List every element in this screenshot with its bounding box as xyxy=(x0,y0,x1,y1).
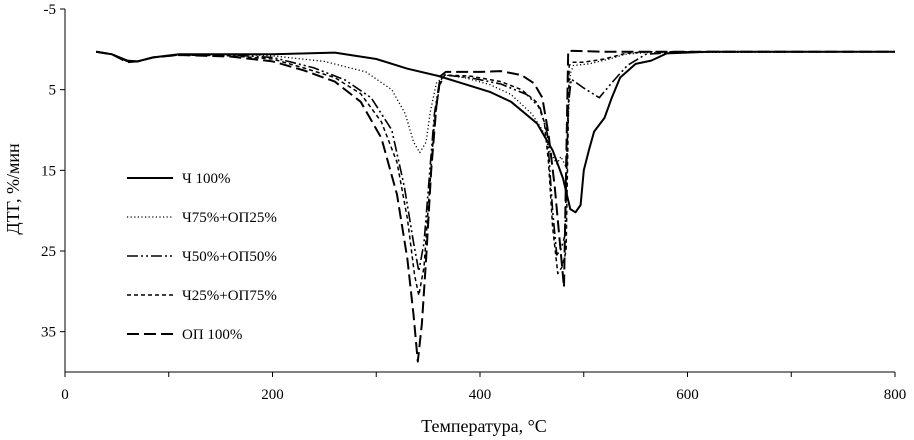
y-tick-label: 15 xyxy=(41,163,56,179)
legend-label-2: Ч75%+ОП25% xyxy=(182,210,277,226)
legend-label-3: Ч50%+ОП50% xyxy=(182,249,277,265)
x-tick-label: 0 xyxy=(61,387,69,403)
legend-label-1: Ч 100% xyxy=(182,171,231,187)
series-line-5 xyxy=(95,49,895,363)
legend-label-5: ОП 100% xyxy=(182,327,242,343)
x-tick-label: 400 xyxy=(469,387,492,403)
y-axis-title: ДТГ, %/мин xyxy=(3,143,23,235)
axes: -5 5 15 25 35 0 200 400 600 800 xyxy=(41,2,906,403)
legend-label-4: Ч25%+ОП75% xyxy=(182,288,277,304)
y-tick-label: -5 xyxy=(44,2,57,18)
series-line-2 xyxy=(96,51,896,168)
series-line-3 xyxy=(95,51,895,272)
series-layer xyxy=(95,49,896,363)
x-axis-title: Температура, °C xyxy=(421,416,547,436)
series-line-1 xyxy=(95,50,895,214)
y-tick-label: 35 xyxy=(41,325,56,341)
x-tick-label: 200 xyxy=(261,387,284,403)
x-tick-label: 800 xyxy=(884,387,907,403)
y-tick-label: 25 xyxy=(41,244,56,260)
legend: Ч 100% Ч75%+ОП25% Ч50%+ОП50% Ч25%+ОП75% ОП 1… xyxy=(127,171,277,343)
y-tick-label: 5 xyxy=(49,83,57,99)
x-tick-label: 600 xyxy=(676,387,699,403)
